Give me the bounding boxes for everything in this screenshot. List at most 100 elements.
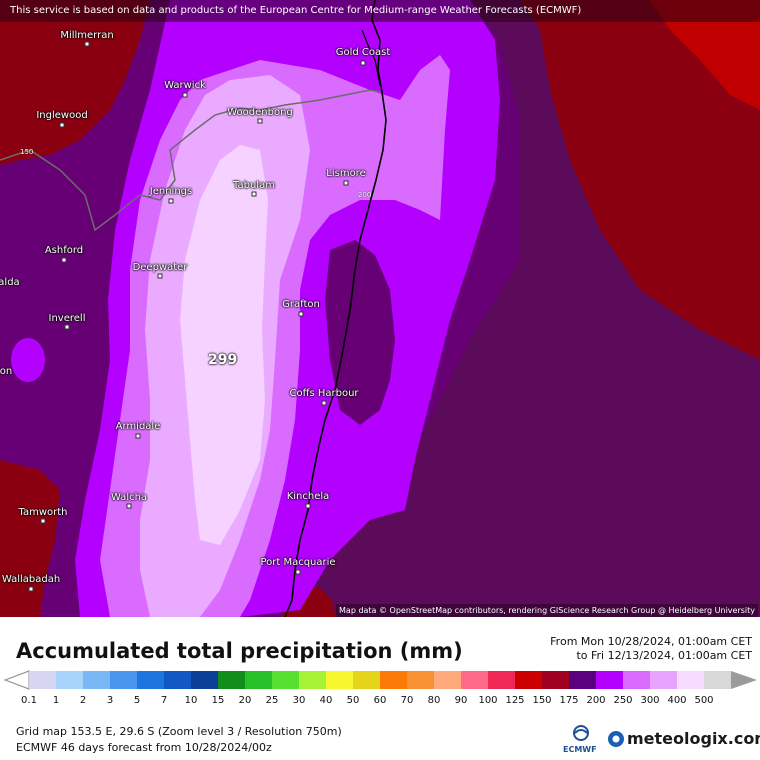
road-label-200: 200 xyxy=(358,191,372,199)
city-label: alda xyxy=(0,277,20,288)
city-marker xyxy=(321,400,327,406)
city-label: Deepwater xyxy=(132,262,188,273)
city-marker xyxy=(295,569,301,575)
scale-tick-label: 125 xyxy=(505,695,525,706)
city-marker xyxy=(182,92,188,98)
max-value-label: 299 xyxy=(208,352,238,368)
city-marker xyxy=(28,586,34,592)
scale-tick-label: 1 xyxy=(52,695,60,706)
city-label: Woodenbong xyxy=(227,107,293,118)
zone-125-ne xyxy=(520,0,760,360)
scale-swatch xyxy=(272,671,300,689)
city-marker xyxy=(360,60,366,66)
scale-swatch xyxy=(596,671,624,689)
highway-north xyxy=(361,29,381,86)
scale-tick-label: 300 xyxy=(640,695,660,706)
scale-tick-label: 3 xyxy=(106,695,114,706)
scale-swatch xyxy=(461,671,489,689)
scale-swatch xyxy=(218,671,246,689)
city-marker xyxy=(59,122,65,128)
scale-tick-label: 500 xyxy=(694,695,714,706)
legend-title: Accumulated total precipitation (mm) xyxy=(16,639,463,663)
city-marker xyxy=(40,518,46,524)
city-label: Coffs Harbour xyxy=(289,388,359,399)
city-label: Inglewood xyxy=(36,110,88,121)
attribution-osm[interactable]: Map data © OpenStreetMap contributors, r… xyxy=(336,604,758,617)
scale-swatch xyxy=(434,671,462,689)
scale-swatch xyxy=(623,671,651,689)
legend-panel: Accumulated total precipitation (mm) Fro… xyxy=(0,617,760,760)
city-label: Millmerran xyxy=(60,30,114,41)
scale-tick-label: 175 xyxy=(559,695,579,706)
scale-swatch xyxy=(164,671,192,689)
scale-tick-label: 20 xyxy=(238,695,252,706)
city-label: Jennings xyxy=(149,186,193,197)
scale-tick-label: 0.1 xyxy=(21,695,37,706)
period-to: to Fri 12/13/2024, 01:00am CET xyxy=(576,649,752,662)
scale-swatch xyxy=(407,671,435,689)
city-label: Warwick xyxy=(164,80,206,91)
scale-swatch xyxy=(488,671,516,689)
scale-ticks: 0.1 1 2 3 5 7 10 15 20 25 30 40 50 60 70 80 90 100 125 150 1… xyxy=(0,695,760,709)
city-marker xyxy=(298,311,304,317)
scale-swatch xyxy=(299,671,327,689)
city-label: on xyxy=(0,366,13,377)
scale-tick-label: 10 xyxy=(184,695,198,706)
scale-tick-label: 150 xyxy=(532,695,552,706)
ecmwf-label: ECMWF xyxy=(563,745,597,754)
scale-swatch xyxy=(677,671,705,689)
city-label: Armidale xyxy=(115,421,161,432)
precipitation-contours xyxy=(0,0,760,617)
city-marker xyxy=(343,180,349,186)
scale-swatch xyxy=(326,671,354,689)
scale-arrow-left xyxy=(3,670,30,690)
scale-arrow-right xyxy=(731,671,757,689)
city-label: Walcha xyxy=(110,492,148,503)
scale-swatch xyxy=(515,671,543,689)
attribution-ecmwf: This service is based on data and produc… xyxy=(0,0,760,22)
meteologix-logo-icon xyxy=(608,731,624,747)
scale-tick-label: 250 xyxy=(613,695,633,706)
city-marker xyxy=(305,503,311,509)
scale-swatch xyxy=(380,671,408,689)
city-label: Tabulam xyxy=(233,180,275,191)
model-info: ECMWF 46 days forecast from 10/28/2024/0… xyxy=(16,741,272,754)
scale-swatch xyxy=(110,671,138,689)
scale-tick-label: 80 xyxy=(427,695,441,706)
zone-400 xyxy=(180,145,268,545)
scale-tick-label: 70 xyxy=(400,695,414,706)
scale-tick-label: 50 xyxy=(346,695,360,706)
zone-125-nw xyxy=(0,0,150,165)
city-label: Gold Coast xyxy=(335,47,391,58)
scale-swatch xyxy=(569,671,597,689)
meteologix-brand[interactable]: meteologix.com xyxy=(627,729,760,748)
scale-swatch xyxy=(542,671,570,689)
scale-tick-label: 40 xyxy=(319,695,333,706)
city-marker xyxy=(257,118,263,124)
color-scale xyxy=(3,670,757,690)
city-marker xyxy=(168,198,174,204)
forecast-period: From Mon 10/28/2024, 01:00am CET to Fri … xyxy=(550,635,752,663)
city-marker xyxy=(157,273,163,279)
scale-swatch xyxy=(704,671,732,689)
scale-tick-label: 30 xyxy=(292,695,306,706)
city-label: Port Macquarie xyxy=(260,557,336,568)
city-marker xyxy=(135,433,141,439)
road-label-150: 150 xyxy=(20,148,34,156)
precipitation-map[interactable]: This service is based on data and produc… xyxy=(0,0,760,617)
period-from: From Mon 10/28/2024, 01:00am CET xyxy=(550,635,752,648)
scale-tick-label: 2 xyxy=(79,695,87,706)
scale-swatch xyxy=(83,671,111,689)
scale-tick-label: 25 xyxy=(265,695,279,706)
city-marker xyxy=(84,41,90,47)
scale-swatch xyxy=(191,671,219,689)
scale-tick-label: 60 xyxy=(373,695,387,706)
scale-swatch xyxy=(353,671,381,689)
ecmwf-logo-icon[interactable] xyxy=(561,724,601,756)
city-label: Tamworth xyxy=(18,507,68,518)
scale-swatch xyxy=(245,671,273,689)
scale-swatch xyxy=(650,671,678,689)
city-marker xyxy=(251,191,257,197)
city-label: Kinchela xyxy=(286,491,330,502)
zone-175-inner xyxy=(325,240,395,425)
